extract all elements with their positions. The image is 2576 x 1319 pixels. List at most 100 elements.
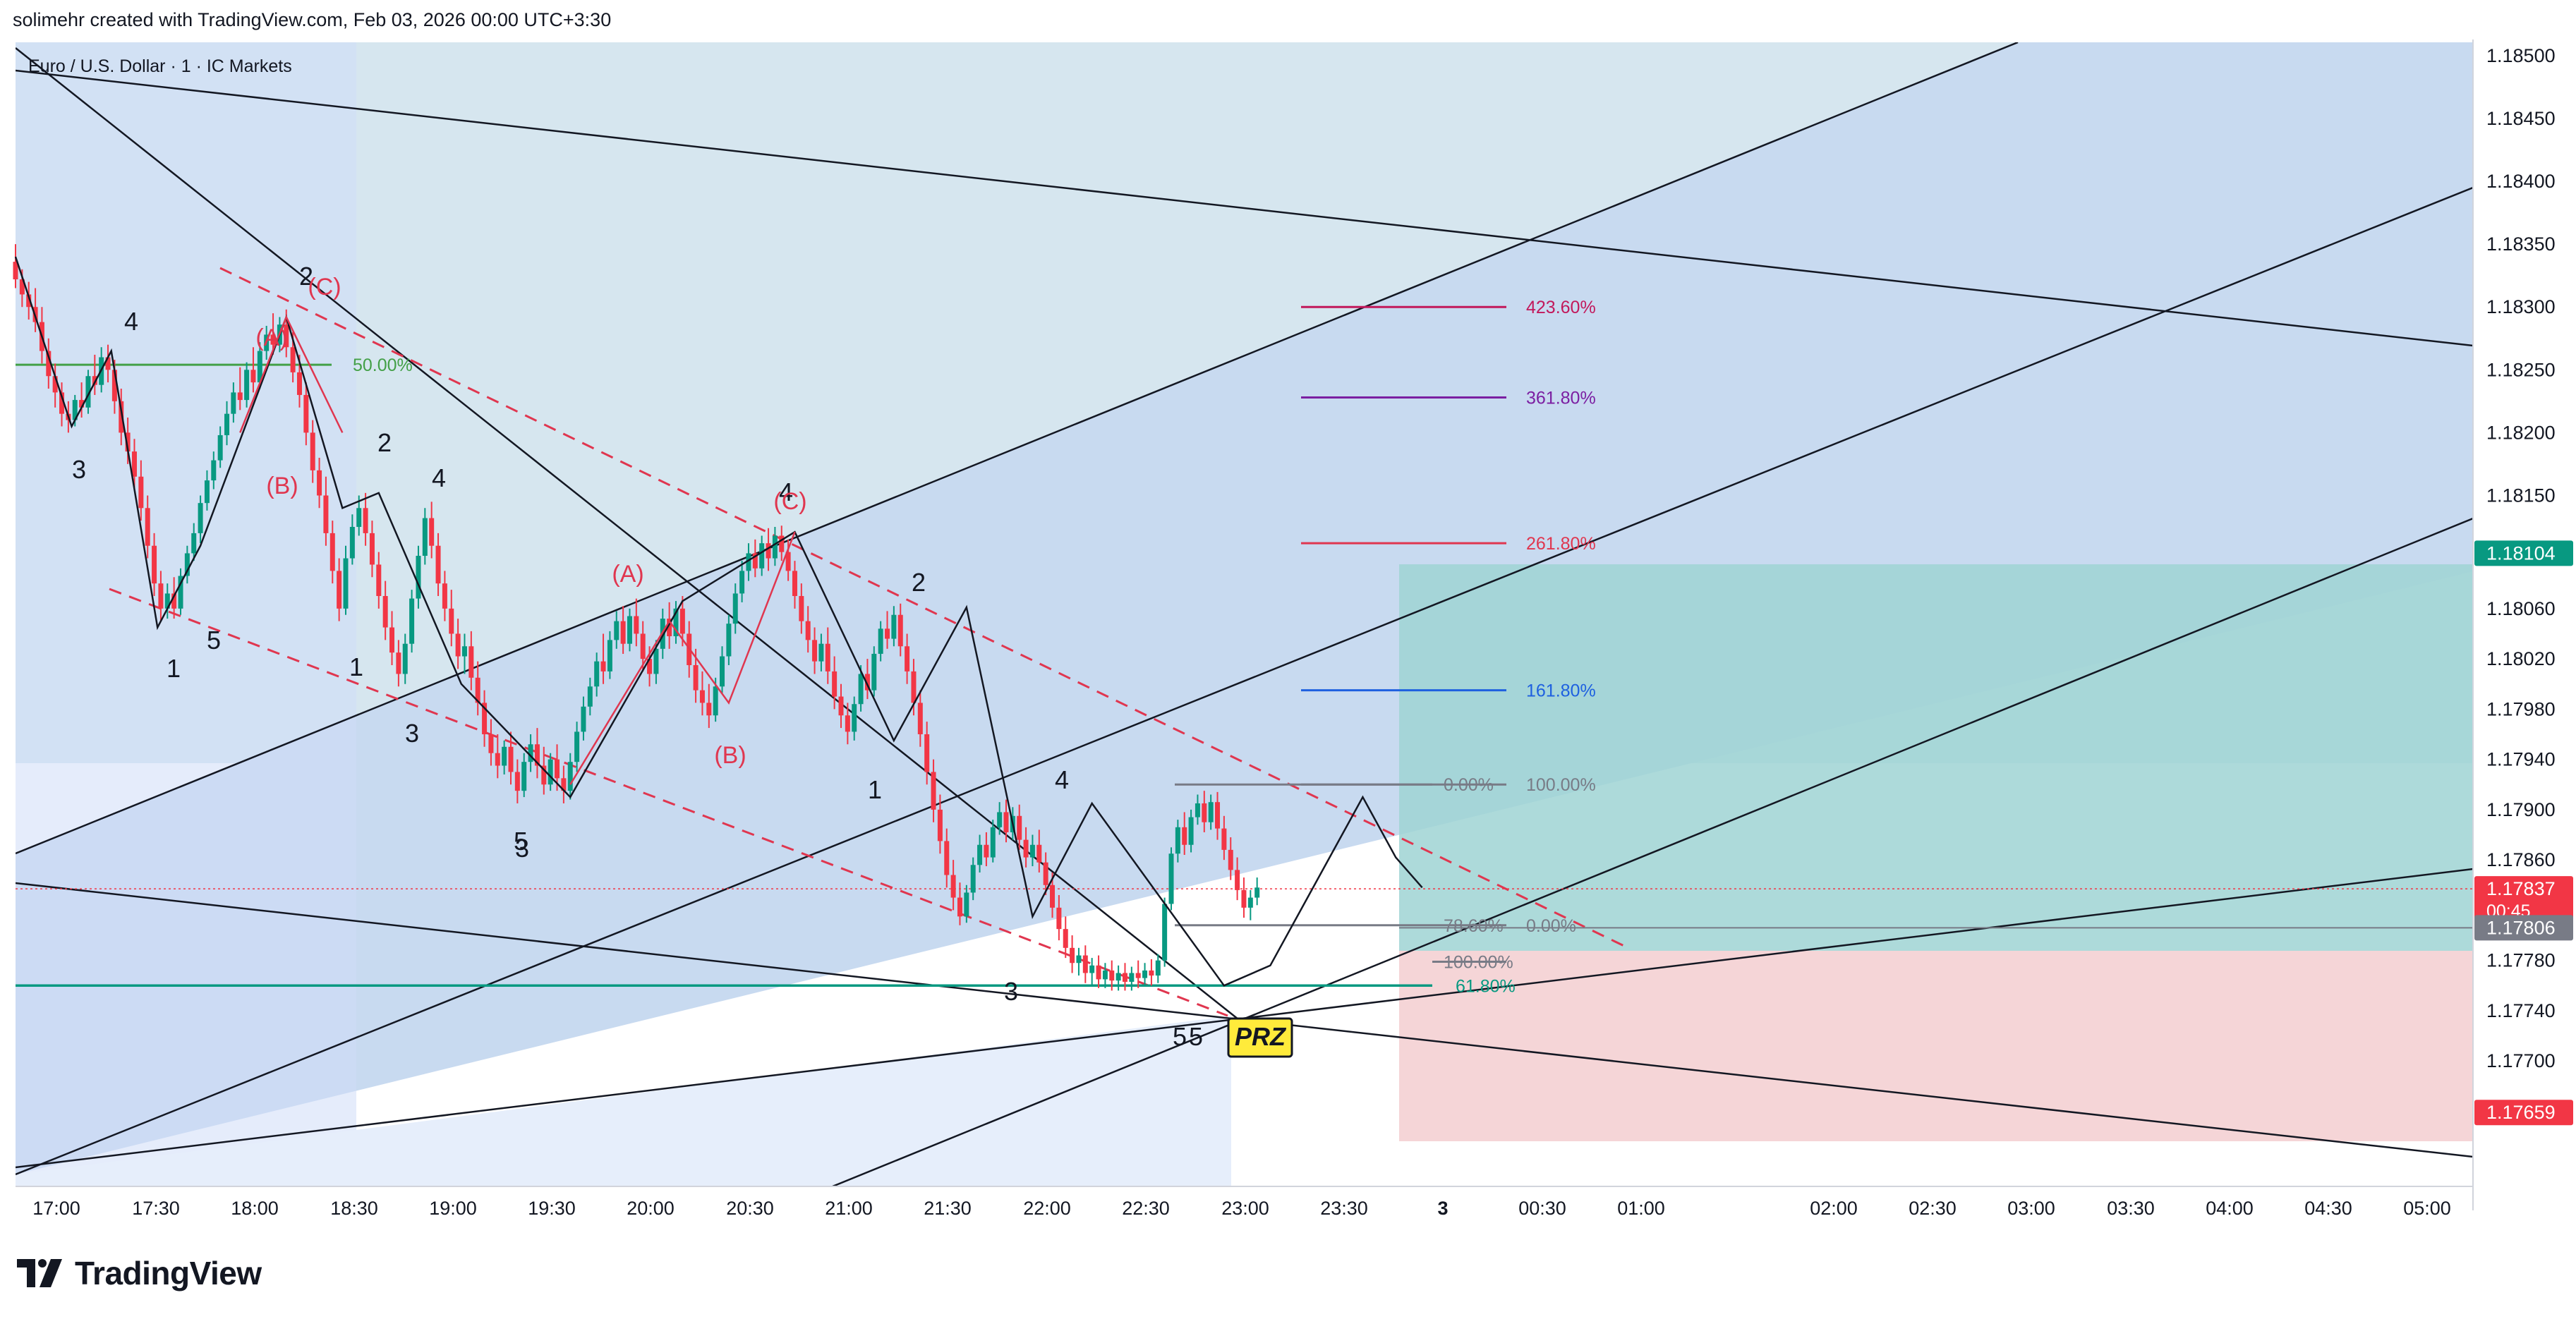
wave-label-11: 3 <box>405 719 419 748</box>
candle-body-95 <box>640 633 646 660</box>
tradingview-logo[interactable]: TradingView <box>17 1252 262 1294</box>
candle-body-10 <box>79 400 85 408</box>
price-badge-last-price <box>2474 876 2573 922</box>
candle-body-11 <box>85 376 91 408</box>
candle-body-142 <box>950 875 956 898</box>
x-tick-22: 04:30 <box>2304 1198 2352 1219</box>
candle-body-171 <box>1142 970 1148 978</box>
wave-zigzag <box>14 256 1423 987</box>
fib-label-9: 61.80% <box>1456 976 1516 996</box>
candle-body-39 <box>270 334 276 345</box>
candle-body-35 <box>244 370 250 401</box>
candle-body-14 <box>105 357 111 370</box>
candle-body-139 <box>931 772 936 810</box>
x-tick-9: 21:30 <box>924 1198 972 1219</box>
candle-body-158 <box>1056 907 1062 930</box>
candle-body-128 <box>858 674 864 705</box>
candle-body-68 <box>461 646 467 657</box>
y-axis-ticks: 1.18500 1.18450 1.18400 1.18350 1.18300 1.182… <box>2486 45 2556 1071</box>
candle-body-47 <box>323 495 329 533</box>
candle-body-132 <box>885 628 890 639</box>
y-tick-10: 1.17980 <box>2486 698 2556 719</box>
y-axis[interactable]: 1.18500 1.18450 1.18400 1.18350 1.18300 1.182… <box>2472 39 2576 1210</box>
x-tick-7: 20:30 <box>726 1198 774 1219</box>
y-tick-3: 1.18350 <box>2486 233 2556 255</box>
candle-body-82 <box>555 759 560 779</box>
candle-body-72 <box>488 734 494 753</box>
fib-levels: 423.60%361.80%261.80%161.80%0.00% 100.00%… <box>16 298 2473 996</box>
wave-label-3: 5 <box>207 626 221 655</box>
chart-attribution: solimehr created with TradingView.com, F… <box>13 9 612 30</box>
candle-body-134 <box>897 614 903 647</box>
candle-body-26 <box>184 553 190 576</box>
candle-body-79 <box>534 744 540 766</box>
candle-body-138 <box>924 734 930 772</box>
candle-body-162 <box>1082 955 1088 973</box>
fib-label-10: 50.00% <box>353 355 413 375</box>
red-dashed-channel <box>109 267 1631 1017</box>
candle-body-63 <box>429 518 435 546</box>
x-tick-0: 17:00 <box>32 1198 80 1219</box>
candle-body-38 <box>264 334 270 351</box>
candle-body-179 <box>1195 803 1200 817</box>
x-axis[interactable]: 17:00 17:30 18:00 18:30 19:00 19:30 20:00 20:30… <box>16 1186 2473 1219</box>
fib-label-8: 100.00% <box>1444 952 1513 972</box>
x-tick-12: 23:00 <box>1221 1198 1269 1219</box>
candle-body-71 <box>482 703 488 734</box>
candle-body-167 <box>1115 973 1121 981</box>
candle-body-117 <box>785 552 791 571</box>
candle-body-174 <box>1162 904 1168 961</box>
fib-label-3: 161.80% <box>1526 681 1596 701</box>
candle-body-20 <box>145 508 150 546</box>
red-subwave <box>239 315 344 433</box>
candle-body-186 <box>1241 889 1247 908</box>
price-badge-entry <box>2474 915 2573 941</box>
wave-label-17: (C) <box>773 488 806 515</box>
x-tick-23: 05:00 <box>2403 1198 2451 1219</box>
candle-body-24 <box>171 593 177 609</box>
red-dash-lower <box>109 588 1228 1017</box>
y-tick-11: 1.17940 <box>2486 749 2556 770</box>
candle-body-5 <box>46 351 52 377</box>
candle-body-54 <box>369 533 375 565</box>
candle-body-32 <box>224 413 230 435</box>
wave-label-14: (A) <box>612 561 643 588</box>
price-badge-stop <box>2474 1100 2573 1126</box>
candle-body-78 <box>528 744 533 762</box>
candle-body-18 <box>131 451 137 477</box>
candle-body-50 <box>343 558 349 609</box>
candle-body-153 <box>1023 839 1029 858</box>
rising-line-2 <box>16 186 2473 1176</box>
candle-body-34 <box>237 392 243 401</box>
prz-label: PRZ <box>1235 1022 1287 1051</box>
chart-title: Euro / U.S. Dollar · 1 · IC Markets <box>28 56 292 76</box>
candle-body-177 <box>1182 827 1187 845</box>
x-tick-15: 00:30 <box>1518 1198 1566 1219</box>
candle-body-107 <box>720 656 725 687</box>
x-tick-19: 03:00 <box>2007 1198 2055 1219</box>
candle-body-161 <box>1076 955 1082 964</box>
candle-body-55 <box>376 564 382 596</box>
candle-body-58 <box>396 652 401 674</box>
candle-body-92 <box>620 621 626 644</box>
candle-body-49 <box>337 571 342 609</box>
candle-body-61 <box>416 555 421 599</box>
channel-upper-descending <box>16 69 2473 347</box>
candle-body-148 <box>990 827 996 858</box>
x-tick-2: 18:00 <box>231 1198 279 1219</box>
candle-body-2 <box>26 294 32 308</box>
candle-body-21 <box>152 545 157 584</box>
wave-label-5: (C) <box>308 274 341 300</box>
candle-body-53 <box>363 508 368 533</box>
candle-body-145 <box>970 865 976 893</box>
prz-badge[interactable]: PRZ <box>1227 1017 1293 1058</box>
stop-zone <box>1399 951 2473 1141</box>
candle-body-185 <box>1235 870 1240 890</box>
candle-body-116 <box>779 535 785 552</box>
candle-body-99 <box>667 619 672 637</box>
candle-body-0 <box>13 262 18 280</box>
candle-body-111 <box>746 553 751 571</box>
candle-body-89 <box>600 661 606 671</box>
candle-body-15 <box>111 370 117 401</box>
